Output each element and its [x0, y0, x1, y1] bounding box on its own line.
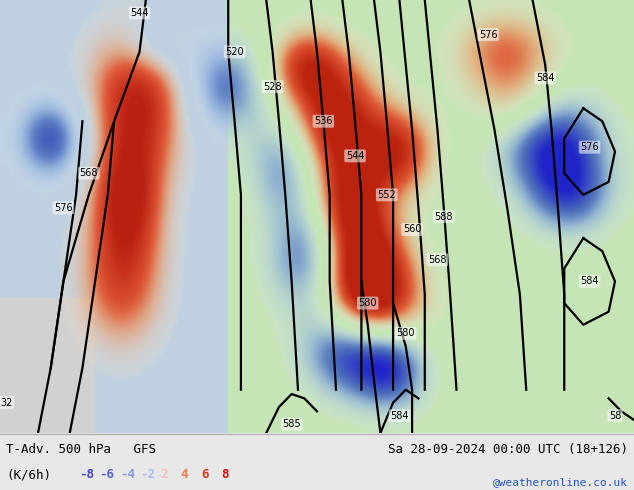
Text: -6: -6 [100, 468, 115, 482]
Text: 4: 4 [181, 468, 188, 482]
Text: T-Adv. 500 hPa   GFS: T-Adv. 500 hPa GFS [6, 443, 157, 456]
Text: 584: 584 [580, 276, 599, 287]
Text: 8: 8 [221, 468, 229, 482]
Text: Sa 28-09-2024 00:00 UTC (18+126): Sa 28-09-2024 00:00 UTC (18+126) [387, 443, 628, 456]
Text: -2: -2 [140, 468, 155, 482]
Text: @weatheronline.co.uk: @weatheronline.co.uk [493, 477, 628, 487]
Text: 568: 568 [428, 255, 447, 265]
Text: 584: 584 [536, 73, 555, 83]
Text: -8: -8 [79, 468, 94, 482]
Text: 6: 6 [201, 468, 209, 482]
Text: 520: 520 [225, 47, 244, 57]
Text: 585: 585 [282, 419, 301, 429]
Text: 560: 560 [403, 224, 422, 235]
Text: 580: 580 [396, 328, 415, 339]
Text: 576: 576 [479, 29, 498, 40]
Text: 568: 568 [79, 168, 98, 178]
Text: 580: 580 [358, 298, 377, 308]
Text: 536: 536 [314, 116, 333, 126]
Text: 528: 528 [263, 82, 282, 92]
Text: -4: -4 [120, 468, 135, 482]
Text: 32: 32 [0, 398, 13, 408]
Text: 584: 584 [390, 411, 409, 421]
Text: 576: 576 [54, 203, 73, 213]
Text: 58: 58 [609, 411, 621, 421]
Text: 552: 552 [377, 190, 396, 200]
Text: 576: 576 [580, 142, 599, 152]
Text: 2: 2 [160, 468, 168, 482]
Text: 588: 588 [434, 212, 453, 221]
Text: 544: 544 [346, 151, 365, 161]
Text: (K/6h): (K/6h) [6, 468, 51, 482]
Text: 544: 544 [130, 8, 149, 18]
